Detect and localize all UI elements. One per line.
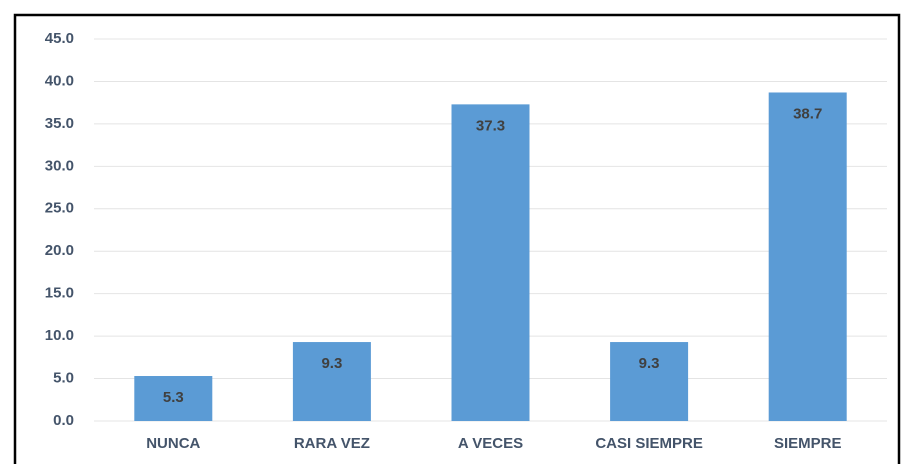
x-tick-label: NUNCA — [146, 435, 200, 452]
bar — [768, 92, 847, 421]
y-tick-label: 15.0 — [45, 285, 74, 302]
y-tick-label: 20.0 — [45, 242, 74, 259]
data-label: 9.3 — [321, 355, 342, 372]
y-tick-label: 25.0 — [45, 200, 74, 217]
x-tick-label: SIEMPRE — [774, 435, 842, 452]
data-label: 37.3 — [476, 117, 505, 134]
x-tick-label: A VECES — [458, 435, 523, 452]
y-tick-label: 45.0 — [45, 30, 74, 47]
data-label: 38.7 — [793, 105, 822, 122]
bar — [134, 376, 213, 421]
data-label: 5.3 — [163, 389, 184, 406]
bar — [292, 342, 371, 421]
bar — [451, 104, 530, 421]
data-label: 9.3 — [639, 355, 660, 372]
bar — [610, 342, 689, 421]
x-tick-label: CASI SIEMPRE — [595, 435, 703, 452]
y-tick-label: 40.0 — [45, 72, 74, 89]
y-tick-label: 5.0 — [53, 370, 74, 387]
x-tick-label: RARA VEZ — [294, 435, 370, 452]
y-tick-label: 0.0 — [53, 412, 74, 429]
y-tick-label: 10.0 — [45, 327, 74, 344]
y-tick-label: 35.0 — [45, 115, 74, 132]
y-tick-label: 30.0 — [45, 157, 74, 174]
